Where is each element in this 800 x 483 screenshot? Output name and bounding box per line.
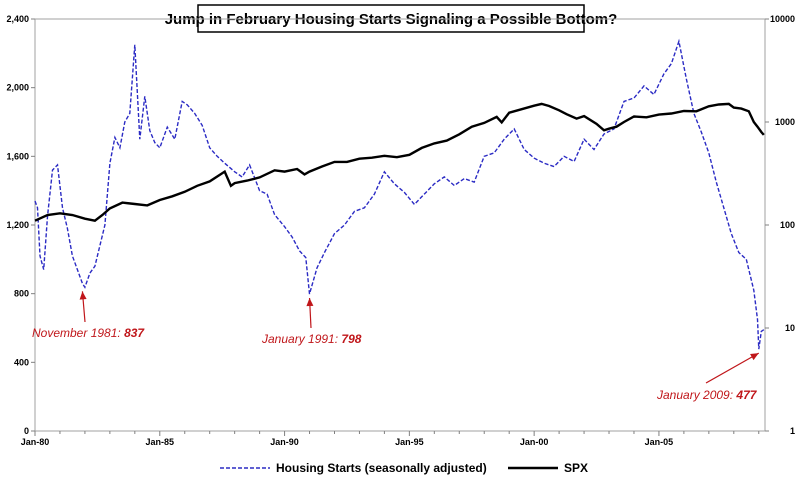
y-left-tick-label: 400 [14,357,29,367]
arrowhead-icon [306,298,314,307]
arrowhead-icon [79,291,87,300]
series-line-housing-starts [34,38,765,350]
y-left-tick-label: 2,000 [6,83,29,93]
y-right-tick-label: 1 [790,426,795,436]
x-axis: Jan-80 Jan-85 Jan-90 Jan-95 Jan-00 Jan-05 [21,431,760,447]
plot-area [34,18,766,432]
x-tick-label: Jan-05 [645,437,674,447]
legend: Housing Starts (seasonally adjusted) SPX [220,461,588,475]
y-left-tick-label: 2,400 [6,14,29,24]
y-left-tick-label: 1,600 [6,151,29,161]
legend-label-housing-starts: Housing Starts (seasonally adjusted) [276,461,487,475]
y-right-tick-label: 100 [780,220,795,230]
annotation-jan-1991: January 1991: 798 [261,297,362,346]
x-tick-label: Jan-90 [270,437,299,447]
y-right-tick-label: 10000 [770,14,795,24]
legend-label-spx: SPX [564,461,588,475]
y-left-tick-label: 1,200 [6,220,29,230]
y-axis-left: 0 400 800 1,200 1,600 2,000 2,400 [6,14,35,436]
y-right-tick-label: 1000 [775,117,795,127]
y-left-tick-label: 800 [14,289,29,299]
annotation-label: January 2009: 477 [656,388,758,402]
x-tick-label: Jan-80 [21,437,50,447]
y-left-tick-label: 0 [24,426,29,436]
x-tick-label: Jan-95 [395,437,424,447]
annotation-jan-2009: January 2009: 477 [656,352,760,402]
series-line-spx [34,102,765,222]
annotation-label: November 1981: 837 [32,326,145,340]
y-axis-right: 1 10 100 1000 10000 [765,14,795,436]
x-tick-label: Jan-00 [520,437,549,447]
annotation-label: January 1991: 798 [261,332,362,346]
arrowhead-icon [750,353,759,361]
y-right-tick-label: 10 [785,323,795,333]
annotation-arrow [705,352,760,384]
annotation-nov-1981: November 1981: 837 [32,291,145,340]
x-tick-label: Jan-85 [146,437,175,447]
